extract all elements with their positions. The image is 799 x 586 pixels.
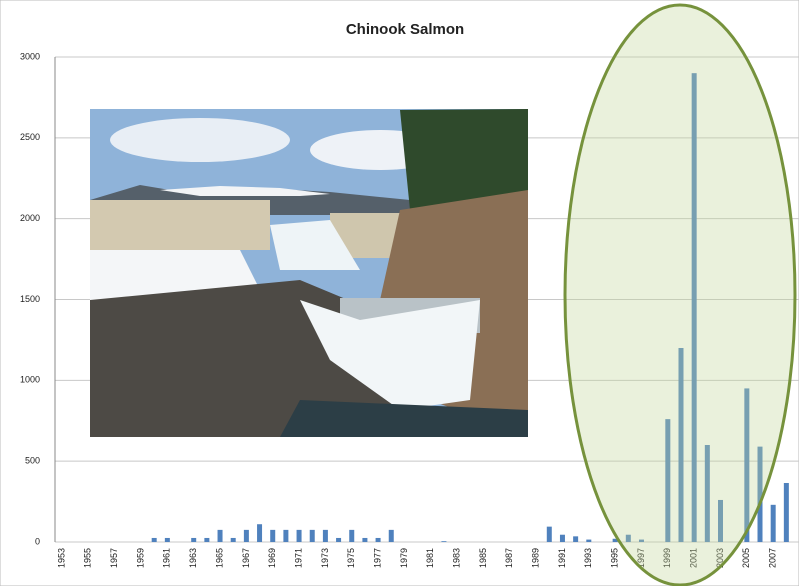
bar: [376, 538, 381, 542]
x-tick-label: 1967: [241, 548, 251, 568]
bar: [270, 530, 275, 542]
bar: [349, 530, 354, 542]
x-tick-label: 1987: [504, 548, 514, 568]
bar: [323, 530, 328, 542]
bar: [547, 527, 552, 542]
x-tick-label: 1983: [451, 548, 461, 568]
bar: [191, 538, 196, 542]
bar: [310, 530, 315, 542]
x-tick-label: 1963: [188, 548, 198, 568]
x-tick-label: 1981: [425, 548, 435, 568]
photo: [90, 109, 528, 437]
y-tick-label: 1500: [20, 294, 40, 304]
x-tick-label: 1953: [56, 548, 66, 568]
x-tick-label: 1955: [83, 548, 93, 568]
x-tick-label: 1975: [346, 548, 356, 568]
x-tick-label: 1959: [135, 548, 145, 568]
bar: [441, 541, 446, 542]
bar: [165, 538, 170, 542]
bar: [771, 505, 776, 542]
bar: [389, 530, 394, 542]
bar: [560, 535, 565, 542]
x-tick-label: 1961: [162, 548, 172, 568]
highlight-ellipse: [565, 5, 795, 585]
y-tick-label: 2000: [20, 213, 40, 223]
y-tick-label: 0: [35, 536, 40, 546]
bar: [586, 540, 591, 542]
x-tick-label: 1969: [267, 548, 277, 568]
x-tick-label: 1971: [293, 548, 303, 568]
chart-title: Chinook Salmon: [346, 21, 464, 38]
bar: [362, 538, 367, 542]
x-tick-label: 1957: [109, 548, 119, 568]
chart: Chinook Salmon 0 500 1000 1500 2000 2500 3000 1…: [0, 0, 799, 586]
y-tick-label: 3000: [20, 51, 40, 61]
x-tick-label: 1985: [478, 548, 488, 568]
bar: [283, 530, 288, 542]
x-tick-label: 1965: [214, 548, 224, 568]
bar: [784, 483, 789, 542]
bar: [218, 530, 223, 542]
x-tick-label: 2005: [741, 548, 751, 568]
x-tick-label: 1991: [557, 548, 567, 568]
x-tick-label: 1993: [583, 548, 593, 568]
bar: [204, 538, 209, 542]
y-tick-label: 2500: [20, 132, 40, 142]
x-tick-label: 1973: [320, 548, 330, 568]
x-tick-label: 1989: [530, 548, 540, 568]
bar: [152, 538, 157, 542]
bar: [573, 536, 578, 542]
x-tick-label: 1979: [399, 548, 409, 568]
bar: [257, 524, 262, 542]
bar: [244, 530, 249, 542]
y-tick-label: 500: [25, 456, 40, 466]
y-tick-label: 1000: [20, 375, 40, 385]
x-tick-label: 1995: [610, 548, 620, 568]
x-tick-label: 2007: [768, 548, 778, 568]
bar: [297, 530, 302, 542]
bar: [336, 538, 341, 542]
x-tick-label: 1977: [372, 548, 382, 568]
page: Chinook Salmon 0 500 1000 1500 2000 2500 3000 1…: [0, 0, 799, 586]
bar: [231, 538, 236, 542]
